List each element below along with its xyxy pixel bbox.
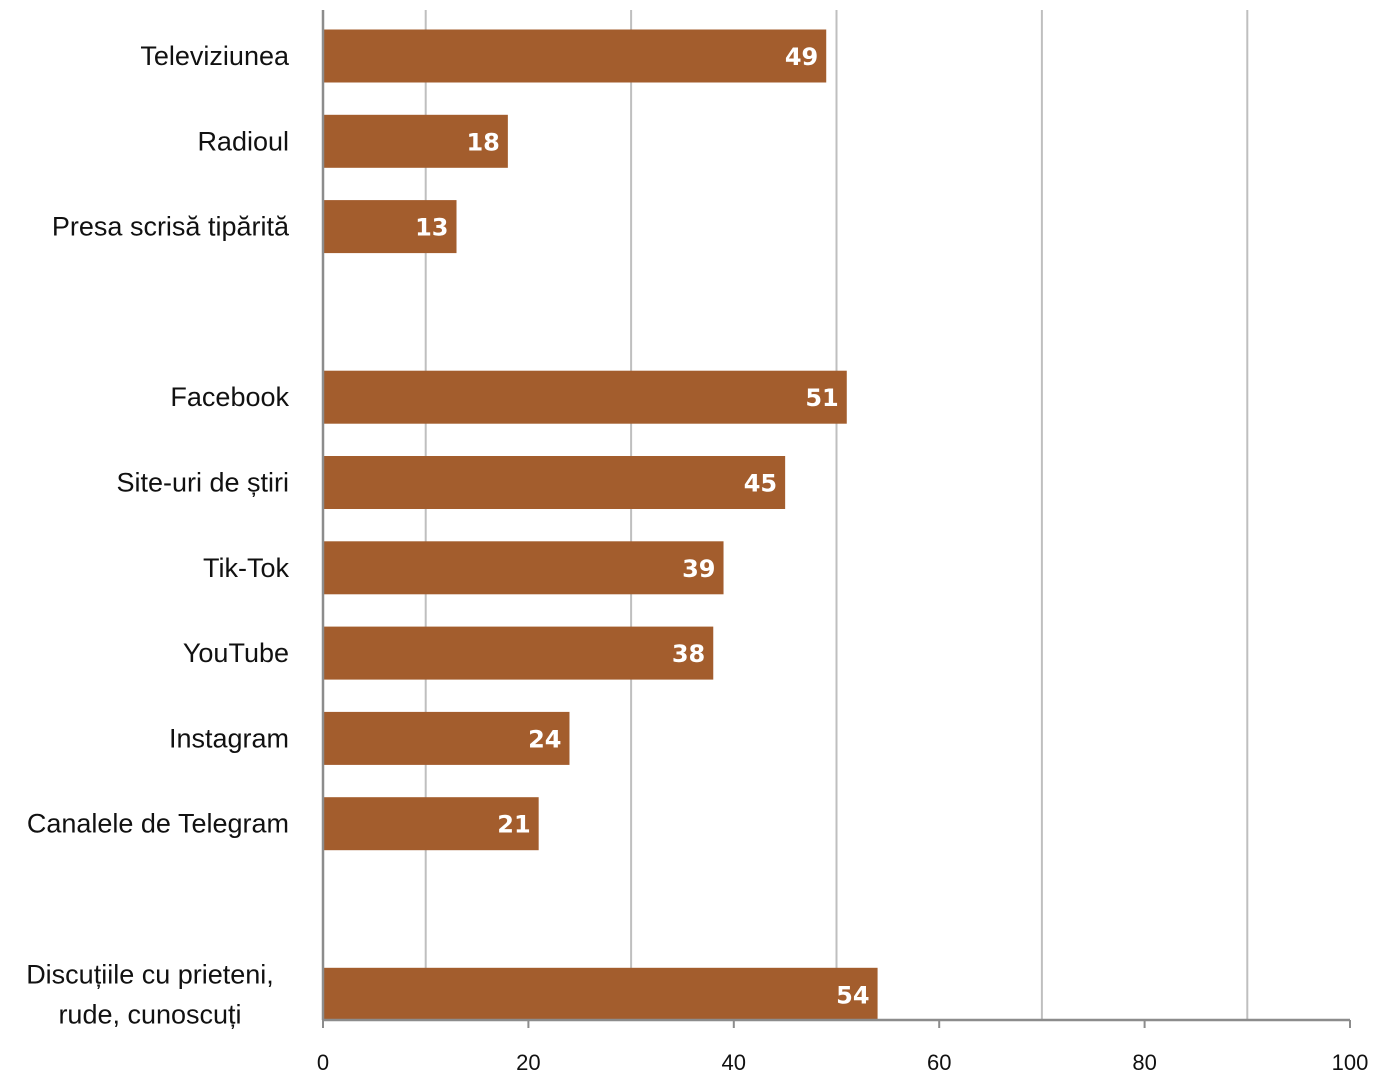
x-tick-label-20: 20 (516, 1050, 540, 1075)
bars (323, 29, 878, 1021)
category-label-11-line-0: Discuțiile cu prieteni, (26, 959, 274, 989)
value-label-5: 45 (744, 470, 777, 498)
category-label-4: Facebook (170, 382, 289, 412)
x-tick-label-80: 80 (1132, 1050, 1156, 1075)
value-label-4: 51 (805, 384, 838, 412)
bar-4 (323, 370, 847, 424)
value-label-6: 39 (682, 555, 715, 583)
bar-7 (323, 626, 714, 680)
value-label-9: 21 (497, 811, 530, 839)
bar-11 (323, 967, 878, 1021)
category-label-1: Radioul (197, 126, 289, 156)
value-label-0: 49 (785, 43, 818, 71)
gridlines (424, 10, 1249, 1020)
bar-2 (323, 200, 457, 254)
category-label-6: Tik-Tok (203, 553, 289, 583)
x-tick-label-40: 40 (722, 1050, 746, 1075)
labels: 49 Televiziunea 18 Radioul 13 Presa scrisă ti… (26, 41, 1368, 1075)
category-label-0: Televiziunea (140, 41, 290, 71)
bar-9 (323, 797, 539, 851)
category-label-9: Canalele de Telegram (27, 809, 289, 839)
category-label-7: YouTube (183, 638, 289, 668)
x-tick-label-60: 60 (927, 1050, 951, 1075)
axes (321, 10, 1351, 1028)
bar-1 (323, 114, 508, 168)
category-label-8: Instagram (169, 723, 289, 753)
value-label-1: 18 (466, 128, 499, 156)
bar-6 (323, 541, 724, 595)
x-tick-label-0: 0 (317, 1050, 329, 1075)
value-label-11: 54 (836, 981, 869, 1009)
category-label-2: Presa scrisă tipărită (52, 212, 290, 242)
bar-8 (323, 711, 570, 765)
value-label-2: 13 (415, 214, 448, 242)
category-label-5: Site-uri de știri (116, 468, 289, 498)
x-tick-label-100: 100 (1332, 1050, 1369, 1075)
bar-5 (323, 456, 786, 509)
bar-0 (323, 29, 827, 83)
value-label-7: 38 (672, 640, 705, 668)
value-label-8: 24 (528, 725, 561, 753)
category-label-11-line-1: rude, cunoscuți (58, 999, 241, 1029)
